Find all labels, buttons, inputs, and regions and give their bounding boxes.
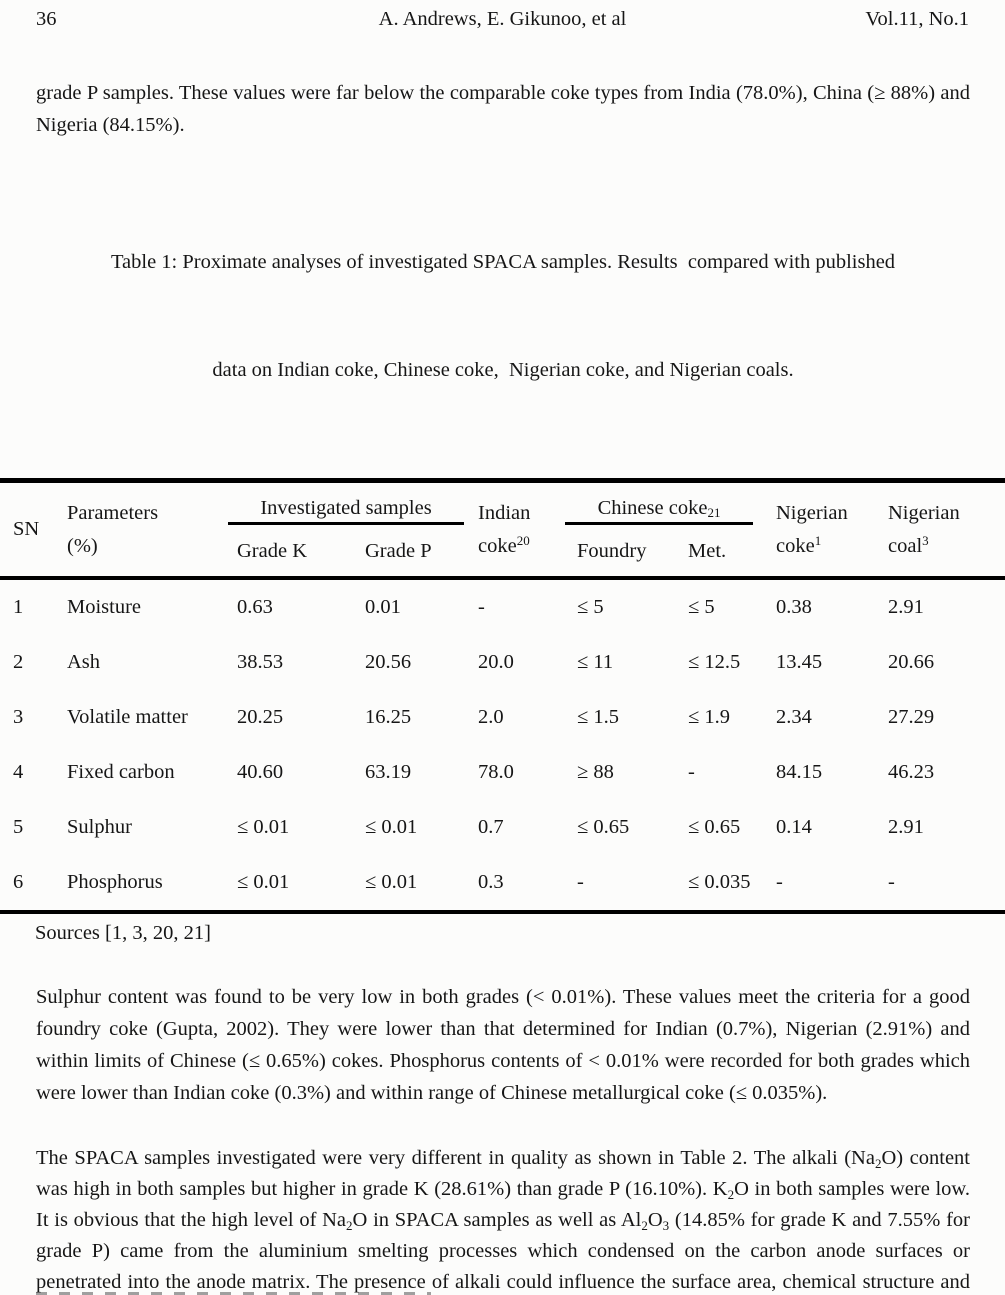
page-header: 36 A. Andrews, E. Gikunoo, et al Vol.11,…: [0, 0, 1005, 31]
table-cell: -: [888, 871, 895, 893]
col-header-nigerian-coal: Nigerian coal3: [888, 483, 1005, 576]
page-number: 36: [36, 8, 57, 30]
col-header-grade-k: Grade K: [237, 539, 308, 562]
table-cell: 40.60: [237, 761, 284, 783]
table-cell: 2: [13, 651, 24, 673]
table-cell: 38.53: [237, 651, 284, 673]
table-cell: 20.25: [237, 706, 284, 728]
col-header-sn: SN: [13, 518, 40, 540]
table-cell: 6: [13, 871, 24, 893]
volume-issue: Vol.11, No.1: [865, 8, 969, 30]
spanner-chinese-coke: Chinese coke 21: [565, 483, 753, 525]
table-cell: 2.34: [776, 706, 812, 728]
table-cell: 20.0: [478, 651, 514, 673]
table-cell: 1: [13, 596, 24, 618]
table-cell: 0.14: [776, 816, 812, 838]
table-cell: 2.91: [888, 816, 924, 838]
table-cell: ≤ 1.9: [688, 706, 731, 728]
table-header: SN Parameters (%) Investigated samples G…: [0, 483, 1005, 580]
table-cell: 2.91: [888, 596, 924, 618]
table-cell: ≤ 0.01: [237, 816, 290, 838]
table-cell: 0.63: [237, 596, 273, 618]
table-cell: 27.29: [888, 706, 935, 728]
table-cell: 46.23: [888, 761, 935, 783]
table-cell: Phosphorus: [67, 871, 163, 893]
table-cell: ≤ 12.5: [688, 651, 741, 673]
table-cell: ≤ 0.035: [688, 871, 751, 893]
table-cell: 3: [13, 706, 24, 728]
table-cell: 4: [13, 761, 24, 783]
table-cell: Fixed carbon: [67, 761, 175, 783]
table-cell: 78.0: [478, 761, 514, 783]
table-cell: ≤ 0.65: [688, 816, 741, 838]
table-cell: 13.45: [776, 651, 823, 673]
page-bottom-cutoff-artifact: [36, 1292, 431, 1295]
col-header-nigerian-coal-line2: coal3: [888, 532, 929, 557]
table-cell: ≥ 88: [577, 761, 614, 783]
table-cell: 5: [13, 816, 24, 838]
table-caption: Table 1: Proximate analyses of investiga…: [36, 172, 970, 460]
proximate-analysis-table: SN Parameters (%) Investigated samples G…: [0, 478, 1005, 914]
col-header-indian-coke-line2: coke20: [478, 532, 530, 557]
table-cell: -: [478, 596, 485, 618]
table-cell: ≤ 0.01: [365, 816, 418, 838]
paragraph-alkali: The SPACA samples investigated were very…: [36, 1147, 970, 1293]
table-cell: ≤ 1.5: [577, 706, 620, 728]
col-header-met: Met.: [688, 539, 727, 562]
table-cell: 0.7: [478, 816, 504, 838]
table-cell: 63.19: [365, 761, 412, 783]
table-cell: 20.56: [365, 651, 412, 673]
table-body: 1 Moisture 0.63 0.01 - ≤ 5 ≤ 5 0.38 2.91…: [0, 580, 1005, 910]
col-header-nigerian-coke-line1: Nigerian: [776, 501, 848, 524]
col-header-indian-coke-line1: Indian: [478, 501, 531, 524]
table-cell: 2.0: [478, 706, 504, 728]
table-cell: 0.3: [478, 871, 504, 893]
table-cell: ≤ 0.01: [365, 871, 418, 893]
table-cell: ≤ 5: [577, 596, 604, 618]
table-cell: ≤ 11: [577, 651, 614, 673]
col-header-nigerian-coke-line2: coke1: [776, 532, 822, 557]
table-caption-line2: data on Indian coke, Chinese coke, Niger…: [212, 359, 794, 381]
col-header-foundry: Foundry: [577, 539, 647, 562]
running-title: A. Andrews, E. Gikunoo, et al: [378, 8, 627, 30]
col-header-parameters-line2: (%): [67, 534, 98, 557]
table-cell: -: [688, 761, 695, 783]
table-cell: Sulphur: [67, 816, 132, 838]
col-header-parameters-line1: Parameters: [67, 501, 159, 524]
table-cell: 20.66: [888, 651, 935, 673]
table-cell: ≤ 0.65: [577, 816, 630, 838]
col-header-parameters: Parameters (%): [67, 483, 237, 576]
table-cell: 0.38: [776, 596, 812, 618]
table-cell: ≤ 0.01: [237, 871, 290, 893]
table-cell: Moisture: [67, 596, 142, 618]
table-caption-line1: Table 1: Proximate analyses of investiga…: [110, 251, 896, 273]
sources-note: Sources [1, 3, 20, 21]: [35, 922, 211, 944]
col-header-nigerian-coal-line1: Nigerian: [888, 501, 960, 524]
col-header-nigerian-coke: Nigerian coke1: [776, 483, 888, 576]
table-cell: ≤ 5: [688, 596, 715, 618]
table-cell: -: [577, 871, 584, 893]
paragraph-sulphur: Sulphur content was found to be very low…: [36, 986, 970, 1104]
table-cell: 84.15: [776, 761, 823, 783]
col-header-indian-coke: Indian coke20: [478, 483, 577, 576]
paragraph-grades: grade P samples. These values were far b…: [36, 82, 970, 136]
table-cell: 16.25: [365, 706, 412, 728]
table-cell: Volatile matter: [67, 706, 188, 728]
table-cell: Ash: [67, 651, 101, 673]
table-cell: -: [776, 871, 783, 893]
col-header-grade-p: Grade P: [365, 539, 432, 562]
table-cell: 0.01: [365, 596, 401, 618]
spanner-investigated-samples: Investigated samples: [228, 483, 464, 525]
